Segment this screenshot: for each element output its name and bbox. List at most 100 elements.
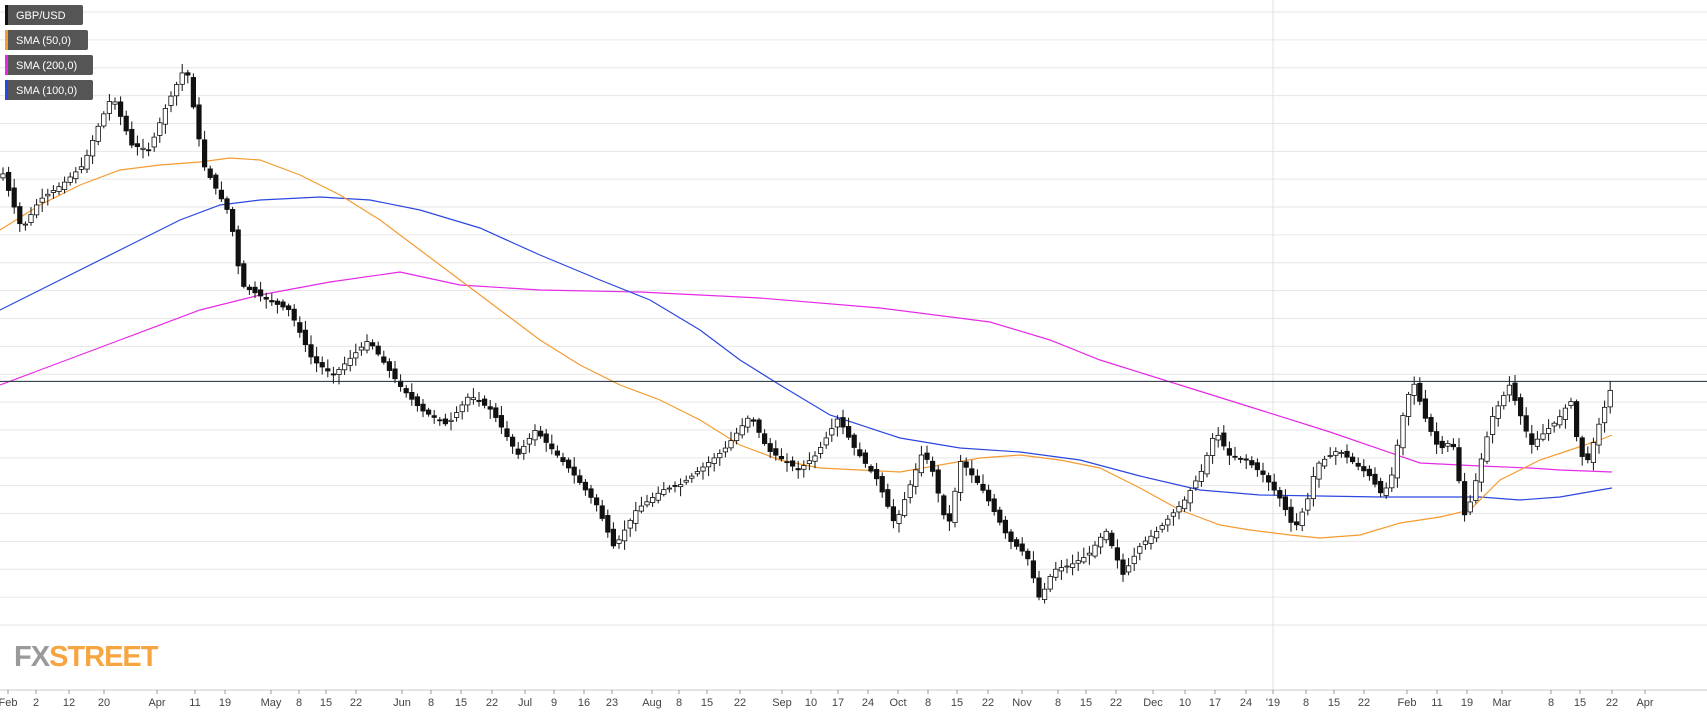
legend-box	[5, 30, 88, 50]
candle-body	[806, 460, 813, 464]
candle-body	[1490, 416, 1496, 435]
legend-item[interactable]: SMA (50,0)	[5, 30, 88, 50]
candle-body	[297, 322, 303, 333]
candle-body	[566, 459, 572, 469]
candle-body	[1299, 511, 1305, 526]
x-tick-label: Oct	[889, 697, 906, 709]
x-tick-label: Jul	[518, 697, 532, 709]
candle-body	[784, 461, 790, 464]
candle-body	[1176, 506, 1182, 513]
candle-body	[1473, 480, 1479, 501]
candle-body	[1400, 415, 1406, 449]
candle-body	[1226, 448, 1232, 456]
sma-50-line	[0, 157, 1613, 539]
candle-body	[1114, 547, 1120, 561]
candle-body	[857, 449, 863, 457]
candle-body	[554, 450, 561, 456]
candle-body	[868, 466, 874, 472]
x-tick-label: Apr	[148, 697, 165, 709]
candle-body	[263, 297, 269, 300]
candle-body	[638, 505, 645, 512]
candle-body	[818, 446, 824, 454]
candle-body	[1534, 438, 1540, 447]
x-tick-label: 22	[350, 697, 362, 709]
candle-body	[168, 95, 174, 106]
candle-body	[1590, 442, 1596, 463]
candle-body	[448, 419, 454, 422]
x-tick-label: 11	[1431, 697, 1442, 709]
candle-body	[1305, 498, 1311, 511]
candle-body	[739, 425, 745, 436]
candle-body	[1120, 559, 1126, 575]
candle-body	[840, 417, 846, 428]
candle-body	[1439, 440, 1445, 449]
candle-body	[1568, 401, 1574, 406]
candle-body	[229, 209, 236, 232]
candle-body	[952, 490, 958, 524]
candle-body	[319, 362, 325, 368]
x-tick-label: 8	[676, 697, 682, 709]
candle-body	[1355, 462, 1361, 467]
candle-body	[1512, 382, 1518, 401]
candle-body	[1434, 431, 1440, 445]
candle-body	[1210, 437, 1216, 456]
candle-body	[991, 498, 997, 513]
legend-box	[5, 5, 83, 25]
x-tick-label: 15	[320, 697, 332, 709]
candle-body	[1562, 407, 1568, 420]
x-tick-label: Mar	[1493, 697, 1512, 709]
candle-body	[325, 368, 331, 372]
candle-body	[353, 352, 359, 359]
x-tick-label: 15	[701, 697, 713, 709]
candle-body	[442, 418, 449, 425]
candle-body	[515, 448, 521, 455]
candlesticks	[0, 63, 1613, 604]
x-tick-label: 19	[219, 697, 231, 709]
candle-body	[1406, 393, 1412, 417]
candle-body	[246, 286, 252, 291]
candle-body	[1086, 552, 1092, 556]
candle-body	[700, 466, 706, 472]
candle-body	[599, 505, 605, 519]
candle-body	[1501, 394, 1507, 407]
legend-item[interactable]: SMA (100,0)	[5, 80, 93, 100]
candle-body	[812, 455, 818, 462]
candle-body	[1271, 481, 1277, 491]
candle-body	[285, 305, 292, 310]
candle-body	[17, 206, 23, 225]
sma-lines	[0, 157, 1613, 539]
candle-body	[1002, 519, 1009, 534]
candle-body	[330, 373, 337, 376]
candle-body	[185, 72, 191, 76]
candle-body	[190, 77, 196, 108]
legend[interactable]: GBP/USD SMA (50,0) SMA (200,0) SMA (100,0)	[5, 5, 93, 100]
legend-item[interactable]: GBP/USD	[5, 5, 83, 25]
x-tick-label: May	[261, 697, 282, 709]
candle-body	[734, 432, 740, 442]
candle-body	[39, 197, 45, 203]
legend-label: GBP/USD	[16, 10, 66, 22]
legend-item[interactable]: SMA (200,0)	[5, 55, 93, 75]
candle-body	[1585, 453, 1591, 461]
candle-body	[997, 509, 1003, 523]
x-tick-label: 8	[296, 697, 302, 709]
candle-body	[1422, 398, 1428, 419]
candle-body	[470, 397, 477, 401]
candle-body	[274, 300, 281, 305]
x-tick-label: Aug	[642, 697, 662, 709]
candle-body	[689, 475, 695, 479]
candle-body	[375, 345, 381, 355]
candle-body	[801, 465, 807, 470]
candle-body	[1238, 457, 1244, 460]
candle-body	[834, 418, 841, 428]
candle-body	[672, 484, 678, 487]
candle-body	[778, 455, 785, 460]
x-tick-label: Jun	[393, 697, 411, 709]
candle-body	[347, 357, 353, 366]
candle-body	[1518, 397, 1524, 417]
candle-body	[358, 346, 365, 351]
x-tick-label: 8	[1548, 697, 1554, 709]
candle-body	[1221, 432, 1227, 447]
x-tick-label: '19	[1266, 697, 1280, 709]
legend-label: SMA (50,0)	[16, 35, 71, 47]
